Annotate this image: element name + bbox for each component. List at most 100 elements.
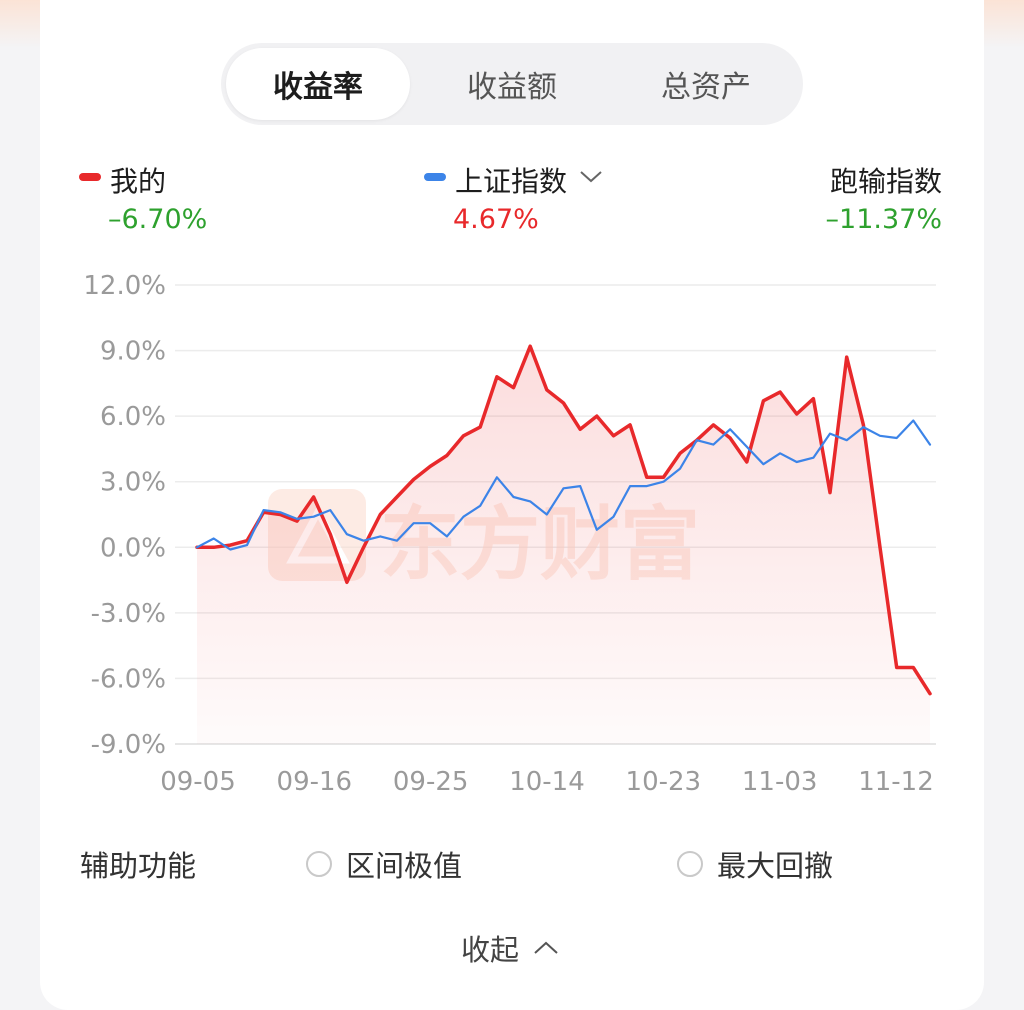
tab-return-rate[interactable]: 收益率	[226, 48, 410, 120]
series-index-point	[313, 516, 315, 518]
series-index-point	[863, 426, 865, 428]
series-index-point	[213, 538, 215, 540]
series-mine-point	[746, 461, 748, 463]
max-drawdown-option[interactable]: 最大回撤	[677, 843, 833, 885]
max-drawdown-label: 最大回撤	[717, 849, 834, 883]
range-extreme-label: 区间极值	[346, 849, 463, 883]
x-tick-label: 09-05	[160, 767, 236, 797]
x-tick-label: 10-14	[509, 767, 585, 797]
series-index-point	[879, 435, 881, 437]
series-mine-point	[713, 424, 715, 426]
y-tick-label: 6.0%	[100, 402, 166, 432]
tab-bar: 收益率 收益额 总资产	[221, 43, 803, 125]
y-tick-label: -9.0%	[91, 730, 166, 760]
series-index-point	[413, 522, 415, 524]
series-index-point	[296, 518, 298, 520]
series-mine-point	[863, 424, 865, 426]
series-mine-point	[213, 547, 215, 549]
series-mine-point	[663, 477, 665, 479]
chevron-down-icon[interactable]	[578, 168, 604, 186]
series-index-point	[896, 437, 898, 439]
series-index-point	[479, 505, 481, 507]
series-mine-point	[463, 435, 465, 437]
x-tick-label: 11-03	[742, 767, 818, 797]
series-index-point	[613, 516, 615, 518]
series-index-point	[263, 509, 265, 511]
y-tick-label: 0.0%	[100, 533, 166, 563]
series-index-point	[563, 488, 565, 490]
series-mine-point	[796, 413, 798, 415]
tab-total-assets[interactable]: 总资产	[661, 70, 751, 105]
legend-index-dot	[424, 173, 446, 181]
series-index-point	[796, 461, 798, 463]
legend-underperform-label: 跑输指数	[829, 165, 942, 198]
series-mine-point	[246, 540, 248, 542]
legend-underperform-value: –11.37%	[825, 204, 942, 235]
range-extreme-radio[interactable]	[306, 851, 332, 877]
series-mine-point	[446, 455, 448, 457]
series-index-point	[196, 547, 198, 549]
series-index-point	[713, 444, 715, 446]
series-index-point	[396, 540, 398, 542]
tab-return-amount[interactable]: 收益额	[467, 70, 557, 105]
series-index-point	[646, 485, 648, 487]
series-mine-point	[646, 477, 648, 479]
series-mine-point	[729, 437, 731, 439]
series-index-point	[230, 549, 232, 551]
aux-function-label: 辅助功能	[80, 849, 197, 883]
y-tick-label: -3.0%	[91, 599, 166, 629]
series-mine-point	[613, 435, 615, 437]
series-mine-point	[313, 496, 315, 498]
series-mine-point	[779, 391, 781, 393]
series-mine-point	[479, 426, 481, 428]
y-tick-label: -6.0%	[91, 664, 166, 694]
legend-index-label: 上证指数	[455, 165, 568, 198]
series-index-point	[280, 512, 282, 514]
series-index-point	[829, 433, 831, 435]
legend-mine-value: –6.70%	[108, 204, 208, 235]
series-mine-point	[330, 533, 332, 535]
series-mine-line	[195, 344, 932, 696]
series-mine-point	[829, 492, 831, 494]
series-mine-area	[197, 346, 930, 744]
series-index-point	[913, 420, 915, 422]
series-index-point	[330, 509, 332, 511]
series-mine-point	[363, 547, 365, 549]
series-mine-point	[230, 544, 232, 546]
series-mine-point	[496, 376, 498, 378]
series-mine-point	[896, 667, 898, 669]
top-decoration-left	[0, 0, 40, 48]
series-index-point	[813, 457, 815, 459]
series-mine-point	[346, 582, 348, 584]
series-mine-point	[629, 424, 631, 426]
series-index-point	[446, 536, 448, 538]
series-index-point	[696, 439, 698, 441]
series-mine-point	[679, 453, 681, 455]
series-index-point	[513, 496, 515, 498]
series-mine-point	[813, 398, 815, 400]
series-index-line	[195, 419, 932, 551]
series-mine-point	[296, 520, 298, 522]
legend-mine-dot	[79, 173, 101, 181]
series-index-point	[380, 536, 382, 538]
y-tick-label: 12.0%	[83, 271, 166, 301]
series-index-point	[579, 485, 581, 487]
y-tick-label: 3.0%	[100, 468, 166, 498]
legend-mine-label: 我的	[110, 165, 167, 198]
series-index-point	[596, 529, 598, 531]
range-extreme-option[interactable]: 区间极值	[306, 843, 462, 885]
series-mine-point	[763, 400, 765, 402]
series-mine-point	[596, 415, 598, 417]
series-index-point	[463, 516, 465, 518]
series-index-point	[746, 446, 748, 448]
chevron-up-icon	[534, 941, 558, 954]
max-drawdown-radio[interactable]	[677, 851, 703, 877]
series-index-point	[496, 477, 498, 479]
series-mine-point	[529, 345, 531, 347]
series-mine-point	[929, 693, 931, 695]
collapse-button[interactable]: 收起	[461, 927, 561, 969]
series-index-point	[346, 533, 348, 535]
top-decoration-right	[984, 0, 1024, 48]
series-index-point	[529, 501, 531, 503]
